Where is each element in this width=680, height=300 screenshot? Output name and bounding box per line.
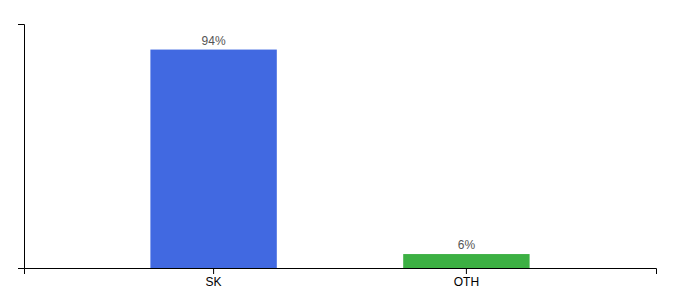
y-axis-line: [18, 25, 25, 269]
x-axis-line: [25, 269, 657, 275]
bar: [403, 254, 529, 268]
x-tick-mark: [213, 268, 214, 274]
data-label: 6%: [458, 238, 476, 252]
y-axis: [18, 25, 25, 269]
bars: [150, 50, 529, 268]
x-tick-mark: [466, 268, 467, 274]
x-tick-label: OTH: [454, 275, 479, 289]
x-axis: SK OTH: [25, 268, 657, 289]
plot: SK OTH 94% 6%: [18, 25, 657, 289]
x-tick-label: SK: [206, 275, 222, 289]
data-labels: 94% 6%: [202, 34, 476, 252]
x-tick: OTH: [454, 268, 479, 289]
data-label: 94%: [202, 34, 226, 48]
x-tick: SK: [206, 268, 222, 289]
bar: [150, 50, 276, 268]
chart: SK OTH 94% 6%: [0, 0, 680, 300]
